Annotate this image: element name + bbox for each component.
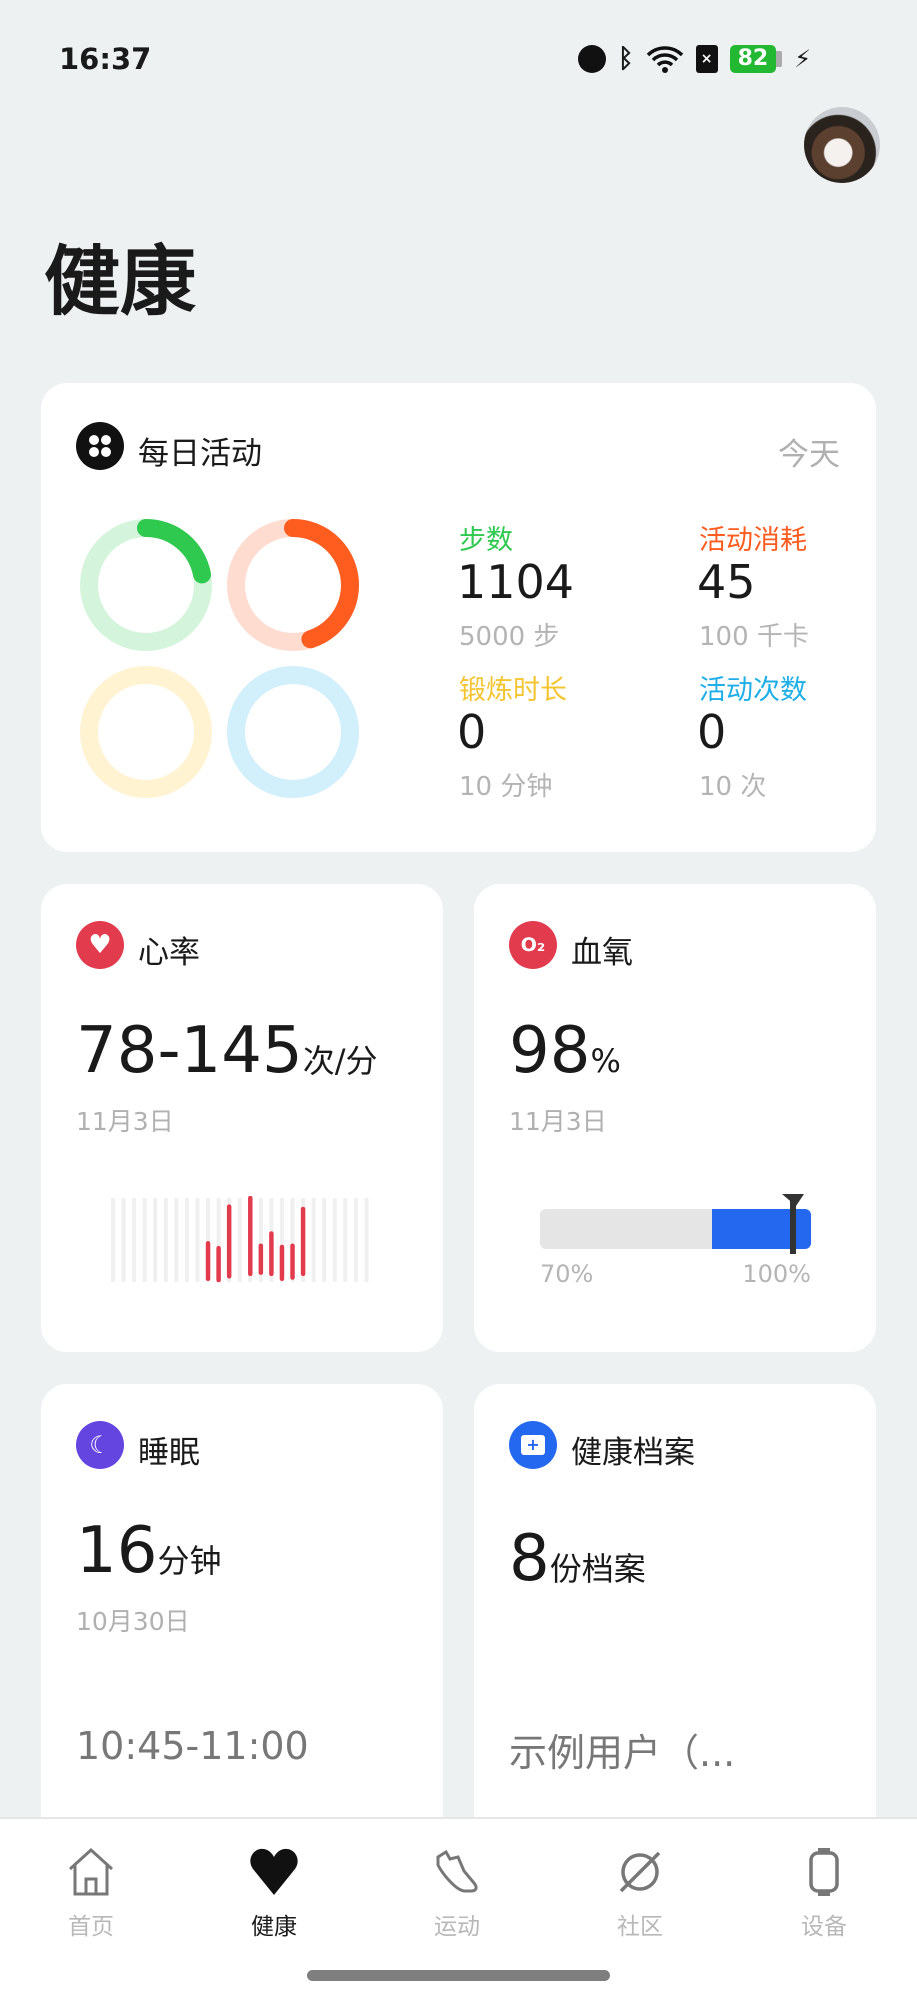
stat-value: 0 xyxy=(457,705,487,759)
wifi-icon xyxy=(646,46,683,73)
nav-label: 首页 xyxy=(68,1914,114,1940)
unit: 分钟 xyxy=(157,1542,222,1580)
speedometer-icon xyxy=(578,45,606,73)
battery-icon: 82 xyxy=(729,45,783,73)
nav-home[interactable]: 首页 xyxy=(31,1847,151,1941)
ring-progress xyxy=(227,519,359,651)
daily-activity-card[interactable]: 每日活动 今天 步数 1104 5000 步 活动消耗 45 100 千卡锻炼时长… xyxy=(41,383,876,852)
status-icons: ᛒ × 82 ⚡ xyxy=(578,44,811,74)
unit: 份档案 xyxy=(549,1550,646,1588)
stat-label: 步数 xyxy=(459,525,513,556)
stat-label: 活动消耗 xyxy=(699,525,807,556)
stat-label: 锻炼时长 xyxy=(459,675,567,706)
blood-oxygen-card[interactable]: O₂ 血氧 98% 11月3日 70% 100% xyxy=(474,884,876,1352)
nav-label: 社区 xyxy=(617,1914,663,1940)
stat-goal: 5000 步 xyxy=(459,622,560,652)
heart-rate-value: 78-145次/分 xyxy=(76,1014,377,1088)
scale-max-label: 100% xyxy=(742,1260,811,1288)
stat-value: 1104 xyxy=(457,555,575,609)
heart-icon: ♥ xyxy=(76,921,124,969)
nav-exercise[interactable]: 运动 xyxy=(397,1847,517,1941)
date: 10月30日 xyxy=(76,1607,190,1636)
stat-goal: 10 次 xyxy=(699,772,767,802)
card-title: 睡眠 xyxy=(138,1435,200,1471)
avatar[interactable] xyxy=(804,107,880,183)
unit: 次/分 xyxy=(302,1042,378,1080)
oxygen-range-bar xyxy=(540,1209,811,1249)
unit: % xyxy=(590,1042,621,1080)
value: 98 xyxy=(509,1014,591,1088)
ring-progress xyxy=(80,519,212,651)
sleep-card[interactable]: ☾ 睡眠 16分钟 10月30日 10:45-11:00 xyxy=(41,1384,443,1884)
value: 16 xyxy=(76,1514,158,1588)
stat-goal: 10 分钟 xyxy=(459,772,553,802)
card-title: 每日活动 xyxy=(138,436,262,472)
card-title: 心率 xyxy=(138,935,200,971)
home-indicator[interactable] xyxy=(307,1970,610,1981)
moon-sleep-icon: ☾ xyxy=(76,1421,124,1469)
nav-community[interactable]: 社区 xyxy=(580,1847,700,1941)
card-title: 健康档案 xyxy=(571,1435,695,1471)
heart-rate-card[interactable]: ♥ 心率 78-145次/分 11月3日 xyxy=(41,884,443,1352)
health-archive-card[interactable]: + 健康档案 8份档案 示例用户（... xyxy=(474,1384,876,1884)
nav-health[interactable]: 健康 xyxy=(214,1847,334,1941)
charging-icon: ⚡ xyxy=(794,45,812,73)
bluetooth-icon: ᛒ xyxy=(618,44,634,74)
nav-label: 设备 xyxy=(801,1914,847,1940)
date: 11月3日 xyxy=(509,1107,607,1136)
oxygen-marker xyxy=(780,1192,806,1254)
ring-track xyxy=(227,666,359,798)
heart-rate-chart xyxy=(111,1196,369,1283)
archive-user: 示例用户（... xyxy=(509,1731,736,1775)
sim-off-icon: × xyxy=(695,45,718,73)
stat-goal: 100 千卡 xyxy=(699,622,809,652)
nav-label: 健康 xyxy=(251,1914,297,1940)
shoe-icon xyxy=(436,1849,478,1893)
watch-icon xyxy=(809,1848,839,1896)
planet-icon xyxy=(619,1851,661,1893)
scale-min-label: 70% xyxy=(540,1260,594,1288)
period-label[interactable]: 今天 xyxy=(778,437,840,473)
status-time: 16:37 xyxy=(59,42,152,76)
value: 8 xyxy=(509,1522,550,1596)
bottom-nav: 首页 健康 运动 社区 设备 xyxy=(0,1817,917,2000)
sleep-time-range: 10:45-11:00 xyxy=(76,1724,309,1768)
page-title: 健康 xyxy=(44,237,196,326)
folder-plus-icon: + xyxy=(509,1421,557,1469)
date: 11月3日 xyxy=(76,1107,174,1136)
stat-label: 活动次数 xyxy=(699,675,807,706)
battery-level: 82 xyxy=(729,45,777,73)
activity-rings xyxy=(80,519,359,798)
card-title: 血氧 xyxy=(571,935,633,971)
activity-rings-icon xyxy=(76,422,124,470)
ring-track xyxy=(80,666,212,798)
home-icon xyxy=(68,1847,114,1896)
value: 78-145 xyxy=(76,1014,303,1088)
sleep-value: 16分钟 xyxy=(76,1514,221,1588)
oxygen-value: 98% xyxy=(509,1014,621,1088)
o2-icon: O₂ xyxy=(509,921,557,969)
stat-value: 45 xyxy=(697,555,756,609)
archive-value: 8份档案 xyxy=(509,1522,646,1596)
heart-icon xyxy=(250,1848,298,1895)
stat-value: 0 xyxy=(697,705,727,759)
nav-devices[interactable]: 设备 xyxy=(764,1847,884,1941)
nav-label: 运动 xyxy=(434,1914,480,1940)
